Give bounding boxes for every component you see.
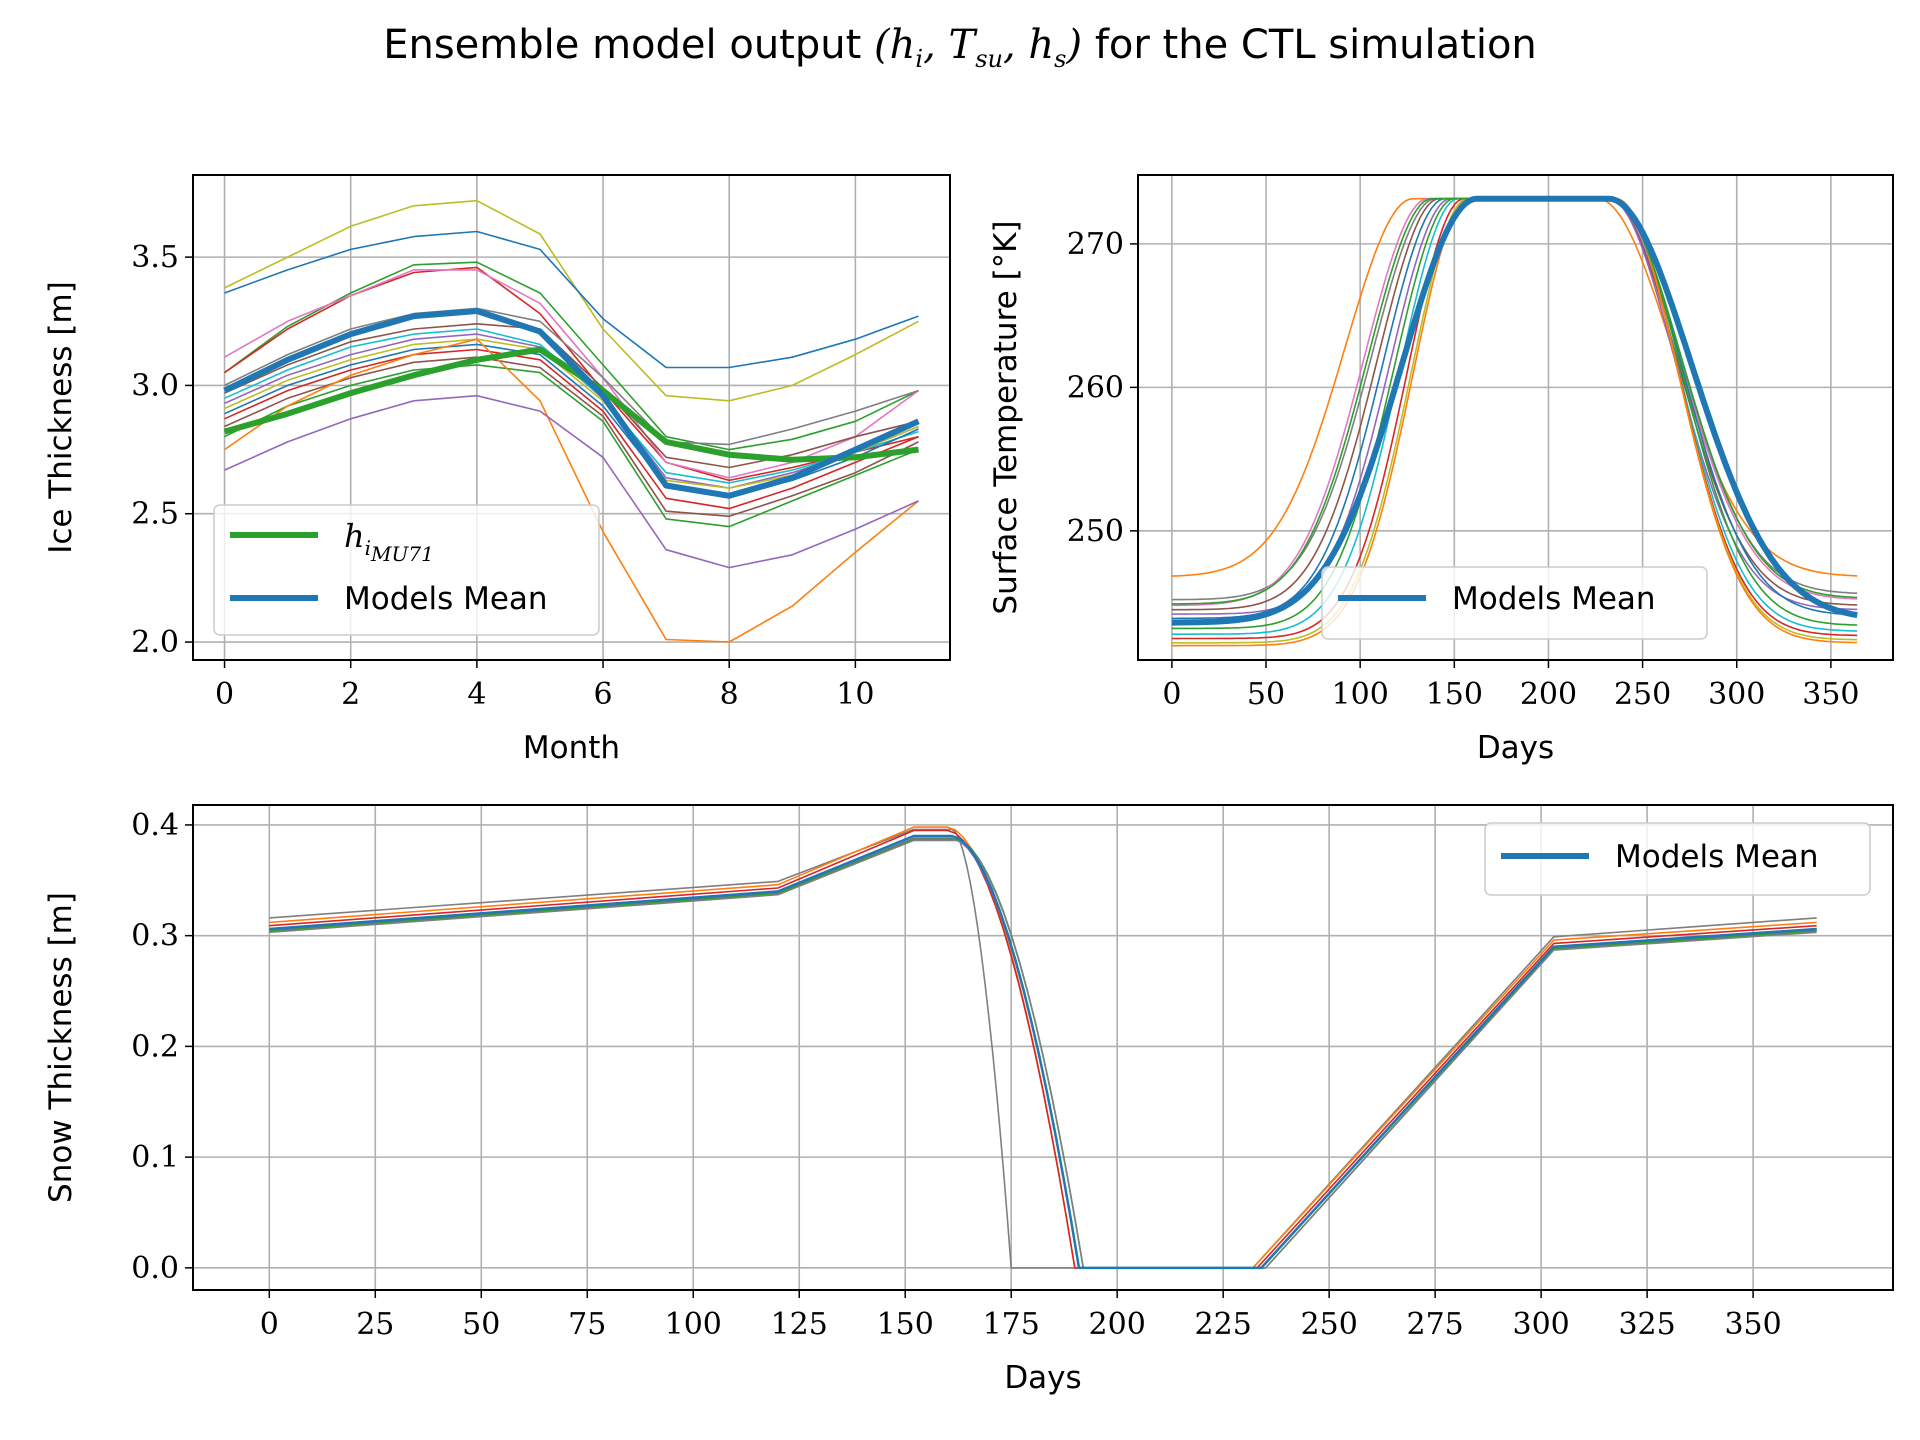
x-tick-label: 0 xyxy=(215,677,234,712)
x-tick-label: 175 xyxy=(983,1307,1040,1342)
x-tick-label: 25 xyxy=(356,1307,394,1342)
x-tick-label: 125 xyxy=(771,1307,828,1342)
x-tick-label: 275 xyxy=(1407,1307,1464,1342)
y-tick-label: 2.0 xyxy=(131,625,179,660)
x-tick-label: 150 xyxy=(877,1307,934,1342)
y-tick-label: 0.4 xyxy=(131,808,179,843)
plot-frame xyxy=(192,804,1894,1291)
figure-title-text: Ensemble model output xyxy=(383,22,862,68)
ensemble-member-line xyxy=(224,230,919,369)
y-axis-label: Surface Temperature [°K] xyxy=(988,220,1024,614)
models-mean-line xyxy=(223,308,920,499)
x-tick-label: 50 xyxy=(462,1307,500,1342)
y-tick-label: 3.5 xyxy=(131,240,179,275)
ensemble-member-line xyxy=(224,348,919,510)
plot-frame xyxy=(192,174,951,661)
y-tick-label: 0.0 xyxy=(131,1251,179,1286)
y-tick-label: 250 xyxy=(1067,514,1124,549)
x-tick-label: 75 xyxy=(568,1307,606,1342)
ensemble-member-line xyxy=(224,343,919,497)
y-tick-label: 0.1 xyxy=(131,1140,179,1175)
ensemble-member-line xyxy=(224,338,920,643)
ensemble-member-line xyxy=(1171,197,1858,620)
ensemble-member-line xyxy=(224,199,919,402)
figure-title-suffix: for the CTL simulation xyxy=(1094,22,1537,68)
ensemble-member-line xyxy=(1171,197,1858,605)
plot-frame xyxy=(1137,174,1894,661)
figure-title-math: (hi, Tsu, hs) xyxy=(874,22,1083,73)
x-tick-label: 2 xyxy=(341,677,360,712)
y-tick-label: 0.2 xyxy=(131,1029,179,1064)
y-tick-label: 270 xyxy=(1067,227,1124,262)
legend-label-models-mean: Models Mean xyxy=(1615,839,1819,875)
legend-frame xyxy=(1484,822,1871,896)
x-tick-label: 300 xyxy=(1512,1307,1569,1342)
legend: hiMU71 Models Mean xyxy=(213,504,600,636)
y-axis-label: Ice Thickness [m] xyxy=(43,281,79,554)
x-tick-label: 325 xyxy=(1618,1307,1675,1342)
x-tick-label: 350 xyxy=(1724,1307,1781,1342)
x-tick-label: 4 xyxy=(467,677,486,712)
figure-title: Ensemble model output (hi, Tsu, hs) for … xyxy=(0,22,1920,73)
x-tick-label: 250 xyxy=(1301,1307,1358,1342)
models-mean-line xyxy=(1171,195,1858,626)
ensemble-member-line xyxy=(224,261,919,451)
y-tick-label: 0.3 xyxy=(131,919,179,954)
x-tick-label: 200 xyxy=(1520,677,1577,712)
x-tick-label: 100 xyxy=(665,1307,722,1342)
ensemble-member-line xyxy=(1171,197,1858,607)
x-tick-label: 10 xyxy=(836,677,874,712)
ensemble-member-line xyxy=(269,839,1817,1269)
x-tick-label: 300 xyxy=(1708,677,1765,712)
y-axis-label: Snow Thickness [m] xyxy=(43,892,79,1203)
ensemble-member-line xyxy=(224,307,919,446)
y-tick-label: 2.5 xyxy=(131,497,179,532)
x-tick-label: 150 xyxy=(1426,677,1483,712)
y-tick-label: 260 xyxy=(1067,370,1124,405)
x-tick-label: 250 xyxy=(1614,677,1671,712)
x-axis-label: Days xyxy=(1004,1360,1081,1396)
x-tick-label: 100 xyxy=(1332,677,1389,712)
legend-frame xyxy=(1321,566,1708,640)
axes-snow: 0 25 50 75 100 125 150 175 200 225 250 275 300 325 350… xyxy=(43,804,1894,1396)
legend: Models Mean xyxy=(1484,822,1871,896)
x-tick-label: 8 xyxy=(720,677,739,712)
axes-ice: 0 2 4 6 8 10 2.0 2.5 3.0 3.5 Month Ice Thickness [m… xyxy=(43,174,951,766)
models-mean-line xyxy=(269,834,1817,1270)
ensemble-member-line xyxy=(224,364,919,528)
y-tick-label: 3.0 xyxy=(131,368,179,403)
x-tick-label: 6 xyxy=(593,677,612,712)
ensemble-member-line xyxy=(1171,197,1858,601)
ensemble-member-line xyxy=(269,828,1817,1269)
ensemble-member-line xyxy=(224,266,919,482)
legend: Models Mean xyxy=(1321,566,1708,640)
x-axis-label: Month xyxy=(523,730,620,766)
x-tick-label: 0 xyxy=(260,1307,279,1342)
x-axis-label: Days xyxy=(1477,730,1554,766)
x-tick-label: 350 xyxy=(1802,677,1859,712)
x-tick-label: 50 xyxy=(1247,677,1285,712)
axes-temp: 0 50 100 150 200 250 300 350 250 260 270 Days Surfac… xyxy=(988,174,1894,766)
x-tick-label: 0 xyxy=(1162,677,1181,712)
legend-label-observation: hiMU71 xyxy=(344,517,434,566)
legend-label-models-mean: Models Mean xyxy=(1452,581,1656,617)
ensemble-member-line xyxy=(224,394,919,569)
ensemble-member-line xyxy=(224,322,919,469)
legend-label-models-mean: Models Mean xyxy=(344,581,548,617)
ensemble-member-line xyxy=(269,829,1817,1269)
x-tick-label: 225 xyxy=(1195,1307,1252,1342)
observation-series-line xyxy=(223,346,919,463)
x-tick-label: 200 xyxy=(1089,1307,1146,1342)
